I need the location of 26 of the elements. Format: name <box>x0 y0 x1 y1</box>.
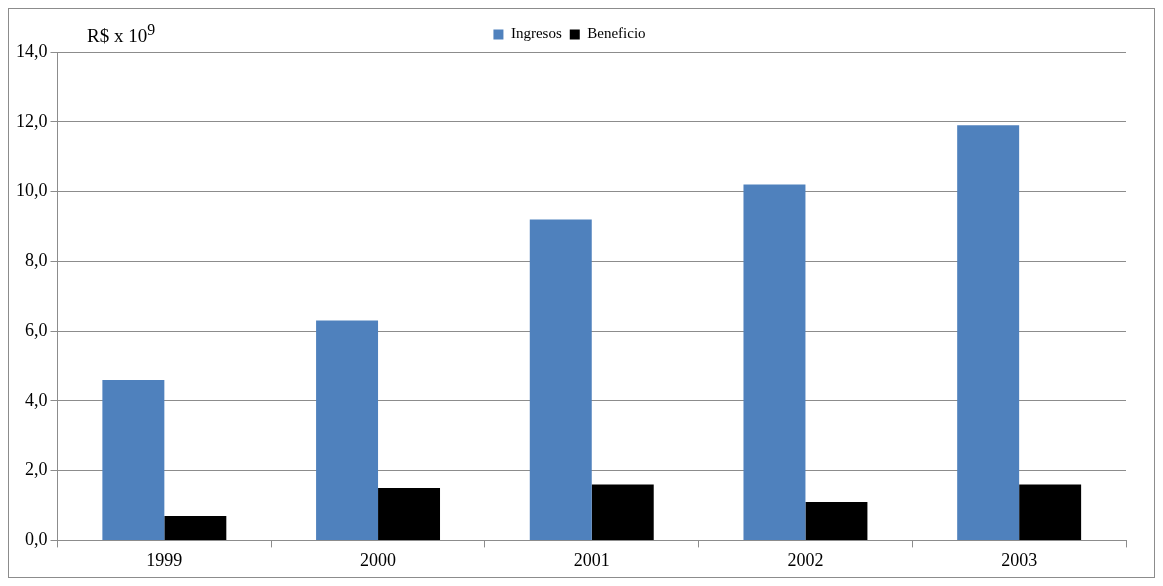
y-tick-label: 12,0 <box>16 110 48 131</box>
y-axis-title: R$ x 10$^{9}$ <box>87 21 156 48</box>
bar <box>1019 484 1082 540</box>
bar <box>529 219 592 540</box>
y-tick-label: 10,0 <box>16 180 48 201</box>
bar <box>102 379 165 540</box>
x-tick-label: 2002 <box>787 549 824 570</box>
bar <box>743 184 806 540</box>
bar <box>164 515 227 540</box>
x-tick-label: 1999 <box>146 549 183 570</box>
y-tick-label: 6,0 <box>25 319 48 340</box>
bar <box>591 484 654 540</box>
x-tick-label: 2003 <box>1001 549 1038 570</box>
legend-label: Beneficio <box>587 25 646 42</box>
x-tick-label: 2000 <box>360 549 397 570</box>
y-tick-label: 8,0 <box>25 250 48 271</box>
y-tick-label: 0,0 <box>25 529 48 550</box>
bar <box>316 320 379 540</box>
bar <box>957 125 1020 540</box>
bar <box>805 502 868 540</box>
x-tick-label: 2001 <box>573 549 610 570</box>
y-tick-label: 2,0 <box>25 459 48 480</box>
y-tick-label: 4,0 <box>25 389 48 410</box>
legend-label: Ingresos <box>510 25 562 42</box>
y-tick-label: 14,0 <box>16 40 48 61</box>
bar <box>378 488 441 540</box>
